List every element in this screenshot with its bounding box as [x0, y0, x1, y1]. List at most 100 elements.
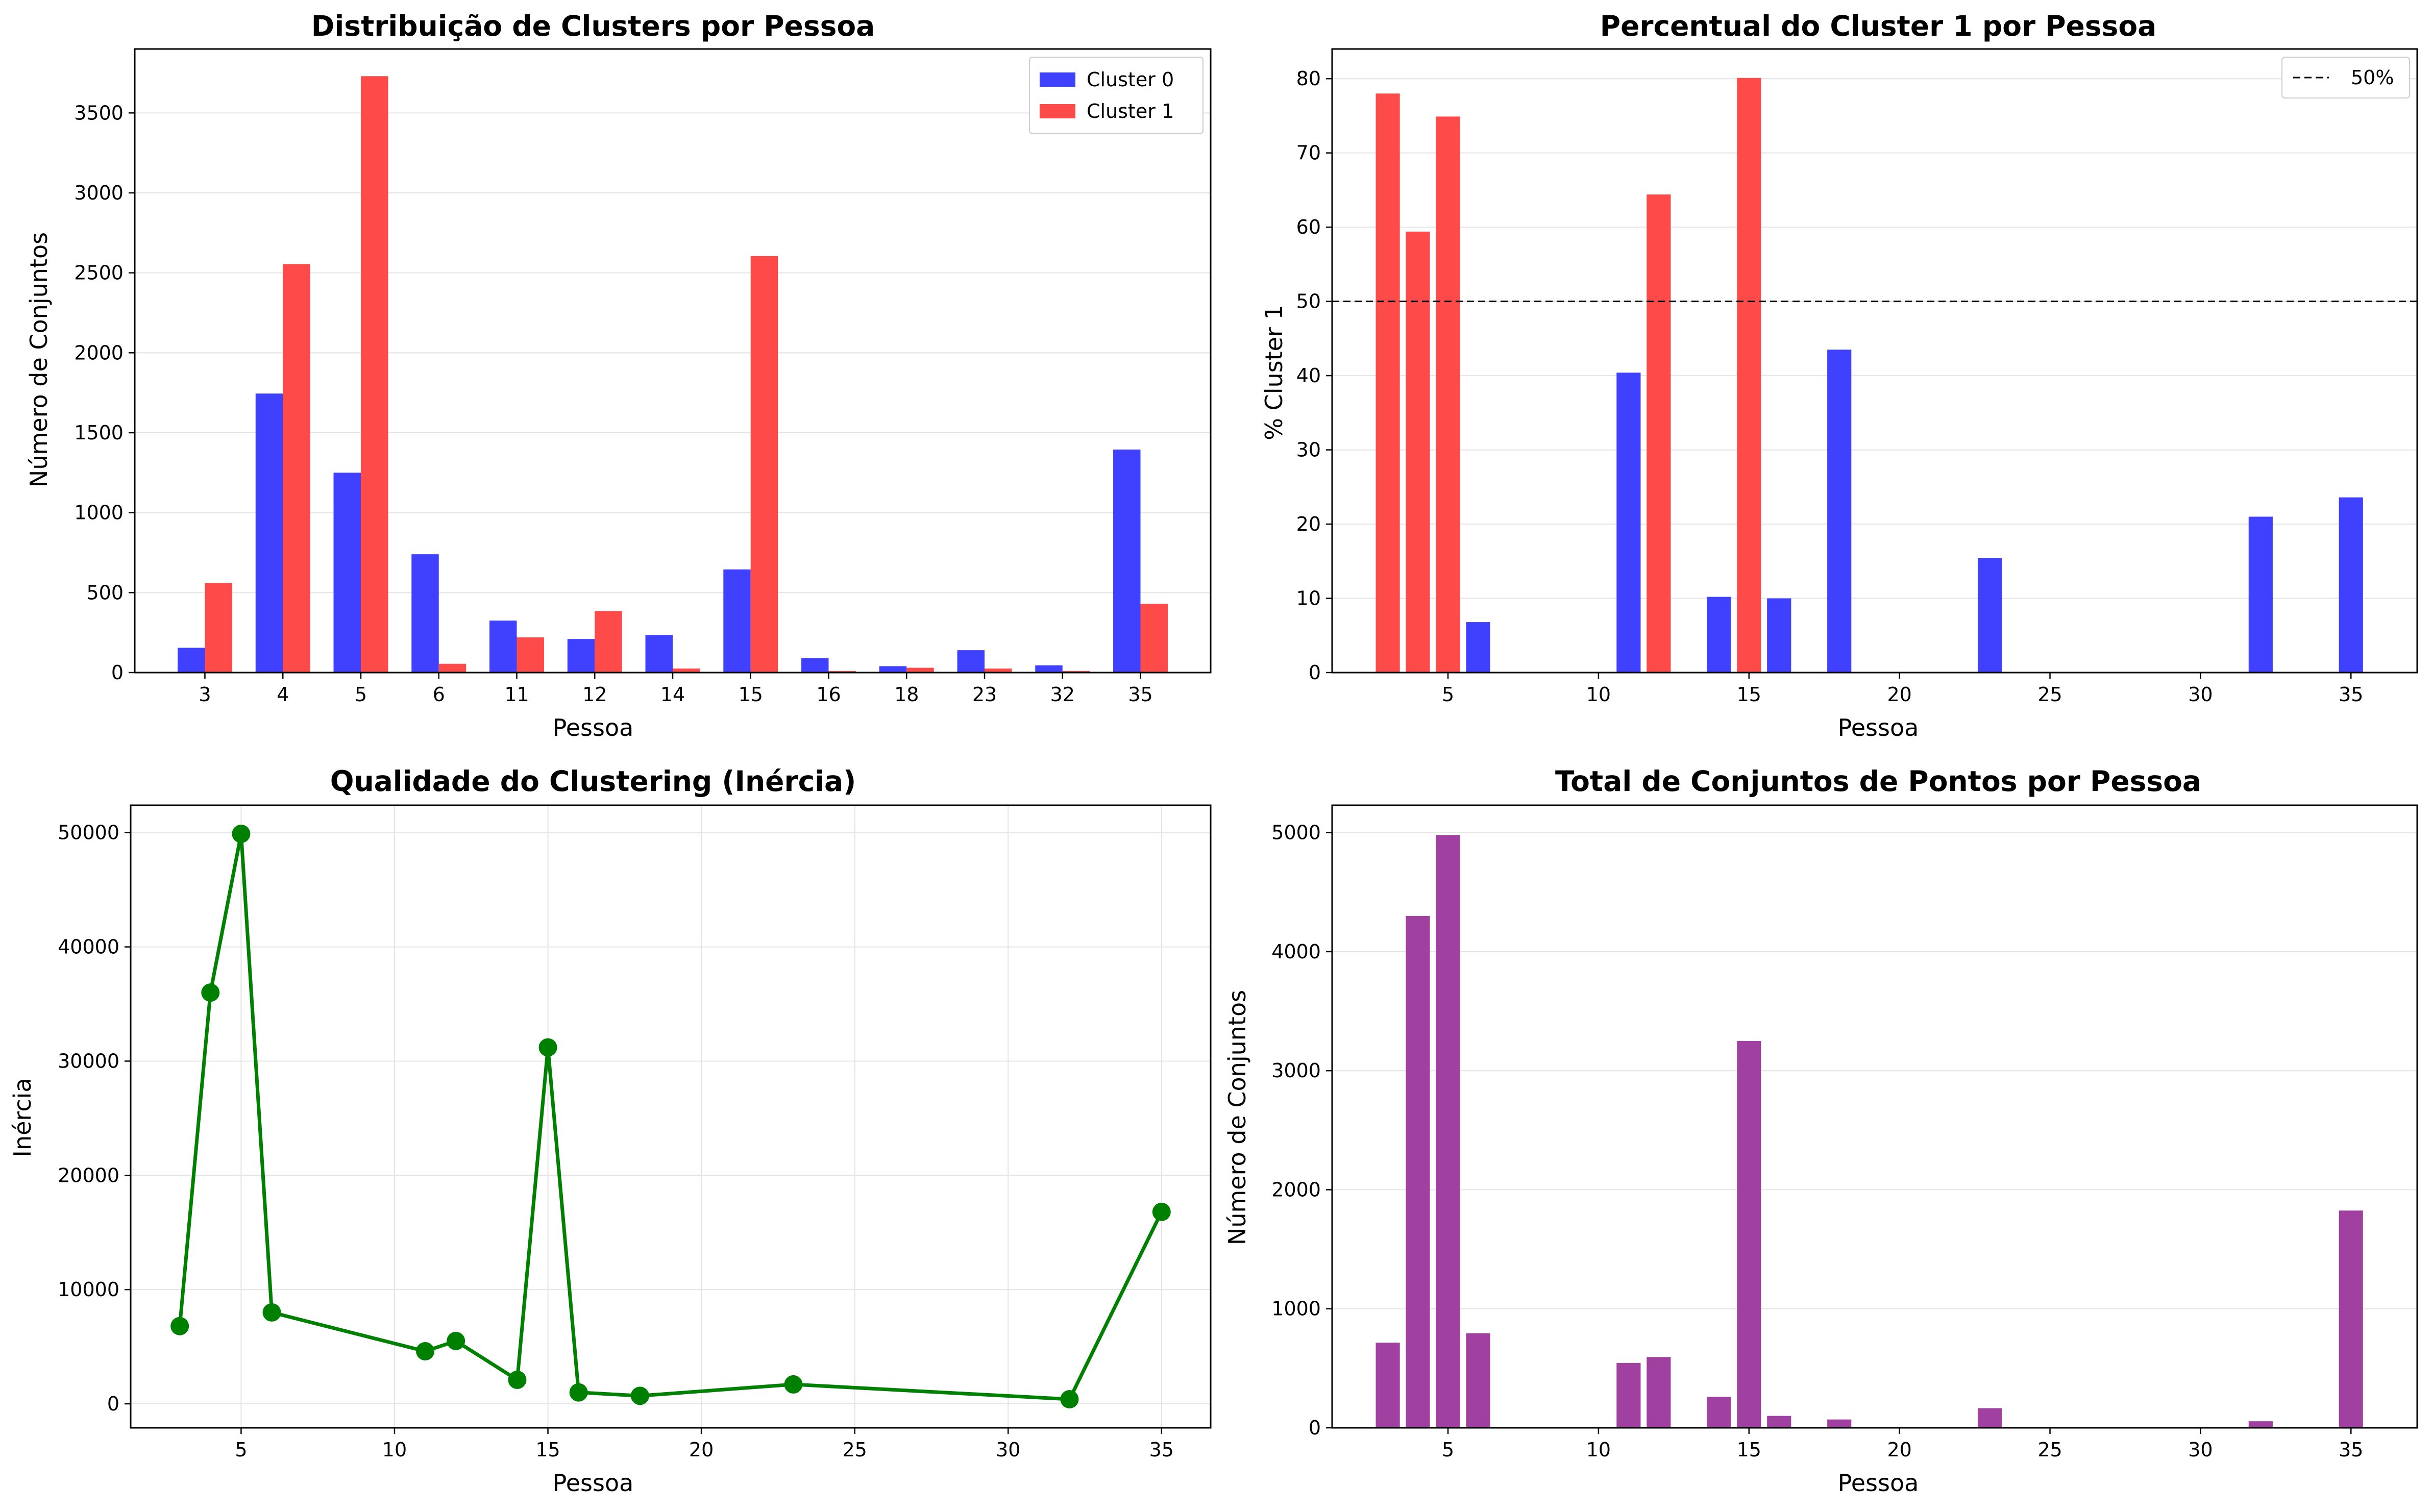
bar — [1616, 1362, 1641, 1428]
bar — [985, 668, 1012, 673]
y-tick-label: 20 — [1296, 513, 1321, 535]
bar — [1035, 665, 1063, 673]
bar — [205, 583, 232, 673]
bar — [178, 648, 205, 673]
bar — [906, 667, 934, 673]
x-axis-label: Pessoa — [553, 714, 634, 741]
chart-title: Distribuição de Clusters por Pessoa — [311, 10, 875, 42]
legend-swatch — [1040, 104, 1075, 118]
bar — [1707, 1397, 1731, 1428]
x-tick-label: 20 — [1887, 683, 1911, 706]
y-tick-label: 3500 — [74, 102, 124, 124]
x-tick-label: 15 — [1737, 683, 1761, 706]
bar — [1406, 231, 1430, 673]
y-tick-label: 2000 — [74, 341, 124, 364]
bar — [489, 621, 517, 673]
total-sets-chart: Total de Conjuntos de Pontos por Pessoa … — [1223, 765, 2418, 1497]
chart-title: Percentual do Cluster 1 por Pessoa — [1600, 10, 2156, 42]
data-point — [170, 1317, 189, 1335]
bar — [1616, 373, 1641, 673]
cluster1-percentage-chart: Percentual do Cluster 1 por Pessoa Pesso… — [1260, 10, 2418, 741]
bar — [828, 671, 856, 673]
x-tick-label: 4 — [277, 683, 289, 706]
x-tick-label: 16 — [816, 683, 841, 706]
legend-swatch — [1040, 72, 1075, 87]
data-point — [1060, 1390, 1079, 1409]
data-point — [630, 1386, 649, 1405]
y-tick-label: 20000 — [58, 1164, 119, 1186]
x-tick-label: 23 — [972, 683, 997, 706]
plot-frame — [1331, 48, 2418, 674]
x-axis-label: Pessoa — [1838, 714, 1919, 741]
plot-frame — [1331, 804, 2418, 1429]
x-tick-label: 25 — [843, 1439, 867, 1461]
y-axis-label: % Cluster 1 — [1260, 305, 1288, 440]
x-tick-label: 15 — [535, 1439, 560, 1461]
y-tick-label: 3000 — [74, 182, 124, 204]
x-tick-label: 15 — [739, 683, 763, 706]
bar — [1827, 350, 1852, 673]
bar — [957, 650, 985, 673]
x-tick-label: 30 — [996, 1439, 1020, 1461]
data-point — [416, 1342, 435, 1361]
bar — [1977, 1408, 2002, 1428]
y-tick-label: 50 — [1296, 290, 1321, 313]
bar — [1737, 1040, 1761, 1428]
bar — [2339, 497, 2363, 673]
legend-box — [2281, 57, 2410, 98]
y-tick-label: 0 — [107, 1393, 119, 1415]
bar — [360, 76, 388, 673]
cluster-distribution-chart: Distribuição de Clusters por Pessoa Pess… — [25, 10, 1212, 741]
x-tick-label: 35 — [1128, 683, 1152, 706]
y-tick-label: 80 — [1296, 67, 1321, 90]
x-tick-label: 5 — [1442, 1439, 1454, 1461]
x-tick-label: 20 — [1887, 1439, 1911, 1461]
bar — [411, 554, 439, 673]
bar — [1827, 1419, 1852, 1428]
y-tick-label: 2500 — [74, 262, 124, 284]
y-tick-label: 0 — [1309, 1417, 1321, 1439]
y-tick-label: 0 — [111, 661, 124, 684]
x-tick-label: 35 — [1149, 1439, 1174, 1461]
data-point — [569, 1383, 588, 1402]
x-tick-label: 5 — [355, 683, 367, 706]
data-point — [201, 983, 220, 1002]
y-axis-label: Número de Conjuntos — [1223, 990, 1251, 1245]
bar — [2339, 1210, 2363, 1428]
x-tick-label: 35 — [2339, 683, 2363, 706]
y-tick-label: 5000 — [1271, 822, 1321, 844]
y-tick-label: 60 — [1296, 216, 1321, 238]
x-tick-label: 10 — [1586, 1439, 1611, 1461]
y-tick-label: 1000 — [74, 502, 124, 524]
x-tick-label: 30 — [2188, 1439, 2213, 1461]
y-axis-label: Número de Conjuntos — [25, 232, 53, 487]
bar — [1113, 449, 1141, 673]
plot-frame — [134, 48, 1212, 674]
y-axis-label: Inércia — [9, 1078, 36, 1157]
chart-title: Total de Conjuntos de Pontos por Pessoa — [1555, 765, 2201, 798]
chart-title: Qualidade do Clustering (Inércia) — [330, 765, 856, 798]
x-tick-label: 30 — [2188, 683, 2213, 706]
bar — [801, 658, 829, 673]
bar — [2248, 1421, 2273, 1428]
bar — [645, 635, 673, 673]
x-tick-label: 15 — [1737, 1439, 1761, 1461]
bar — [1647, 194, 1671, 673]
x-tick-label: 5 — [235, 1439, 247, 1461]
data-point — [508, 1370, 527, 1389]
x-tick-label: 6 — [433, 683, 445, 706]
bar — [333, 473, 361, 673]
x-axis-label: Pessoa — [1838, 1469, 1919, 1497]
plot-frame — [130, 804, 1212, 1429]
legend-label: Cluster 1 — [1087, 100, 1174, 122]
inertia-chart: Qualidade do Clustering (Inércia) Pessoa… — [9, 765, 1212, 1497]
y-tick-label: 0 — [1309, 661, 1321, 684]
bar — [1436, 116, 1460, 673]
x-tick-label: 3 — [199, 683, 211, 706]
y-tick-label: 70 — [1296, 142, 1321, 164]
data-point — [1152, 1202, 1171, 1221]
y-tick-label: 1500 — [74, 422, 124, 444]
x-tick-label: 25 — [2037, 683, 2062, 706]
bar — [517, 637, 544, 673]
